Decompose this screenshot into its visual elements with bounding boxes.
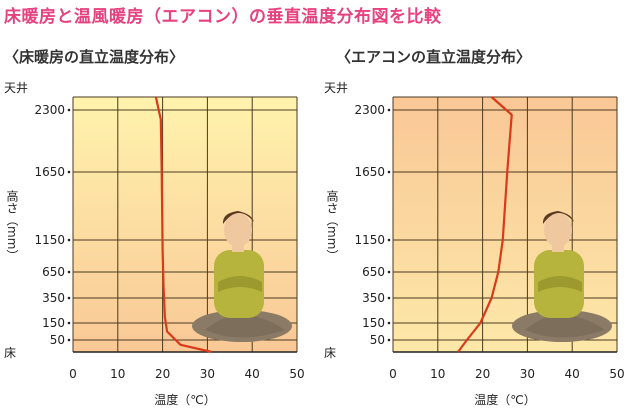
x-tick-label: 30	[520, 367, 535, 381]
x-tick-label: 30	[200, 367, 215, 381]
page-title: 床暖房と温風暖房（エアコン）の垂直温度分布図を比較	[4, 7, 442, 27]
y-tick-label: 1650	[34, 165, 65, 179]
y-axis-label: 高さ（mm）	[5, 189, 19, 262]
x-tick-label: 40	[245, 367, 260, 381]
y-axis-label: 高さ（mm）	[325, 189, 339, 262]
y-tick-dot	[387, 170, 391, 174]
ceiling-label: 天井	[324, 81, 348, 95]
y-tick-dot	[387, 321, 391, 325]
y-tick-dot	[67, 238, 71, 242]
y-tick-dot	[67, 296, 71, 300]
air-conditioner-chart: 0 10 20 30 40 50 50 150 350 650 1150 1650 2300 天井床 高さ（…	[324, 81, 625, 407]
y-tick-dot	[387, 238, 391, 242]
x-tick-label: 0	[69, 367, 77, 381]
person-illustration	[512, 211, 612, 342]
y-tick-label: 50	[50, 333, 65, 347]
chart-title-floor-heating: 〈床暖房の直立温度分布〉	[4, 48, 185, 66]
x-axis-label: 温度（℃）	[474, 392, 535, 407]
x-tick-label: 10	[110, 367, 125, 381]
y-tick-label: 650	[42, 265, 65, 279]
y-tick-label: 2300	[34, 103, 65, 117]
y-tick-dot	[387, 270, 391, 274]
y-tick-dot	[387, 296, 391, 300]
x-tick-label: 50	[609, 367, 624, 381]
y-tick-label: 350	[362, 291, 385, 305]
y-tick-label: 1650	[354, 165, 385, 179]
y-tick-label: 50	[370, 333, 385, 347]
floor-label: 床	[4, 346, 16, 360]
ceiling-label: 天井	[4, 81, 28, 95]
y-tick-dot	[67, 321, 71, 325]
y-tick-label: 650	[362, 265, 385, 279]
y-tick-label: 1150	[354, 233, 385, 247]
floor-label: 床	[324, 346, 336, 360]
x-axis-label: 温度（℃）	[154, 392, 215, 407]
y-tick-label: 350	[42, 291, 65, 305]
y-tick-dot	[67, 170, 71, 174]
x-tick-label: 20	[155, 367, 170, 381]
y-tick-label: 150	[362, 316, 385, 330]
x-tick-label: 40	[565, 367, 580, 381]
chart-title-air-conditioner: 〈エアコンの直立温度分布〉	[336, 48, 532, 66]
x-tick-label: 50	[289, 367, 304, 381]
y-tick-dot	[67, 270, 71, 274]
x-tick-label: 10	[430, 367, 445, 381]
floor-heating-chart: 0 10 20 30 40 50 50 150 350 650 1150 1650 2300 天井床 高さ（…	[4, 81, 305, 407]
x-tick-label: 0	[389, 367, 397, 381]
x-tick-label: 20	[475, 367, 490, 381]
person-illustration	[192, 211, 292, 342]
y-tick-label: 1150	[34, 233, 65, 247]
y-tick-dot	[387, 338, 391, 342]
y-tick-label: 150	[42, 316, 65, 330]
y-tick-dot	[67, 338, 71, 342]
y-tick-dot	[387, 108, 391, 112]
y-tick-label: 2300	[354, 103, 385, 117]
y-tick-dot	[67, 108, 71, 112]
